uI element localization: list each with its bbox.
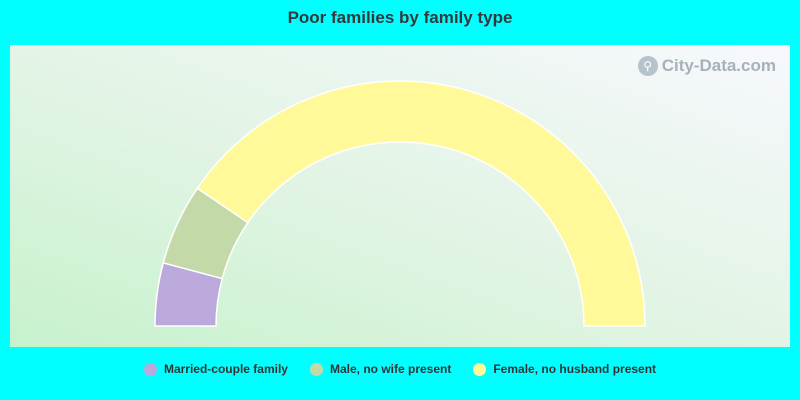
legend-label: Female, no husband present — [493, 362, 657, 376]
semicircle-donut-chart — [154, 80, 646, 327]
legend-label: Male, no wife present — [329, 362, 452, 376]
legend-label: Married-couple family — [163, 362, 288, 376]
legend-item-3[interactable]: Female, no husband present — [473, 362, 656, 376]
legend-item-1[interactable]: Married-couple family — [143, 362, 288, 376]
watermark: ⚲ City-Data.com — [637, 56, 776, 76]
watermark-text: City-Data.com — [661, 56, 776, 75]
chart-title: Poor families by family type — [287, 8, 513, 27]
legend: Married-couple family Male, no wife prese… — [0, 362, 800, 376]
donut-slice-3[interactable] — [196, 80, 646, 327]
legend-swatch — [309, 362, 323, 376]
legend-swatch — [143, 362, 157, 376]
magnifier-icon: ⚲ — [637, 56, 658, 76]
plot-area: ⚲ City-Data.com — [10, 45, 790, 347]
legend-item-2[interactable]: Male, no wife present — [309, 362, 452, 376]
legend-swatch — [473, 362, 487, 376]
